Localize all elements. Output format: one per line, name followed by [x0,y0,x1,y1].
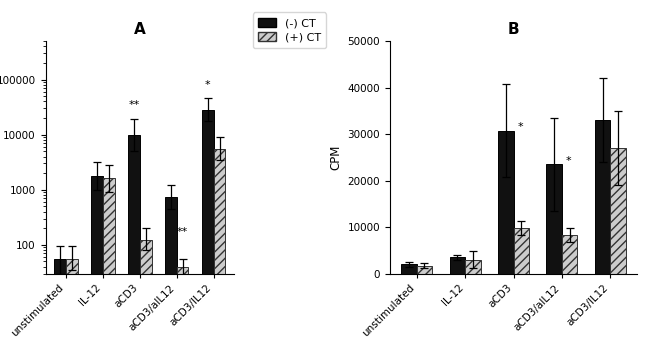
Bar [165,197,177,342]
Text: *: * [566,156,571,166]
Bar [562,235,577,274]
Bar [177,267,188,342]
Bar [91,176,103,342]
Bar [66,259,78,342]
Bar [465,260,480,274]
Bar [514,228,529,274]
Title: B: B [508,22,519,37]
Bar [54,259,66,342]
Bar [214,149,226,342]
Y-axis label: CPM: CPM [329,145,342,170]
Bar [610,148,626,274]
Legend: (-) CT, (+) CT: (-) CT, (+) CT [253,12,326,48]
Text: *: * [205,80,211,90]
Text: **: ** [128,100,140,109]
Bar [202,110,214,342]
Bar [498,131,514,274]
Text: **: ** [177,227,188,237]
Bar [128,135,140,342]
Bar [547,164,562,274]
Bar [417,266,432,274]
Bar [103,179,114,342]
Bar [595,120,610,274]
Bar [140,240,151,342]
Bar [450,257,465,274]
Text: *: * [517,122,523,132]
Title: A: A [134,22,146,37]
Bar [401,264,417,274]
